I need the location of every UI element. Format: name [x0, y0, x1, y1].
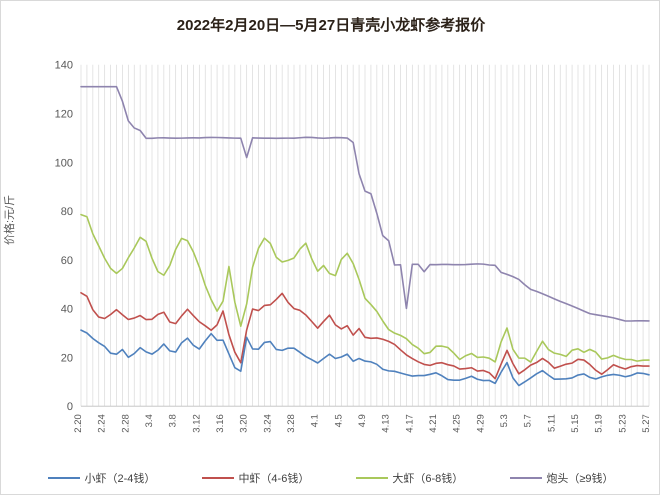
- svg-text:2.24: 2.24: [97, 414, 108, 433]
- svg-text:4.17: 4.17: [404, 414, 415, 433]
- svg-text:4.13: 4.13: [381, 414, 392, 433]
- svg-text:4.25: 4.25: [452, 414, 463, 433]
- svg-text:80: 80: [61, 206, 73, 218]
- svg-text:3.24: 3.24: [262, 414, 273, 433]
- svg-text:2.28: 2.28: [120, 414, 131, 433]
- svg-text:5.7: 5.7: [523, 414, 534, 427]
- svg-text:3.8: 3.8: [168, 414, 179, 427]
- svg-text:3.12: 3.12: [191, 414, 202, 433]
- svg-text:100: 100: [55, 157, 73, 169]
- svg-text:140: 140: [55, 60, 73, 72]
- svg-text:4.1: 4.1: [310, 414, 321, 427]
- svg-text:0: 0: [67, 401, 73, 413]
- svg-text:4.29: 4.29: [475, 414, 486, 433]
- svg-text:5.23: 5.23: [617, 414, 628, 433]
- svg-text:5.27: 5.27: [641, 414, 652, 433]
- svg-text:60: 60: [61, 255, 73, 267]
- svg-text:4.9: 4.9: [357, 414, 368, 427]
- svg-text:120: 120: [55, 108, 73, 120]
- svg-text:4.21: 4.21: [428, 414, 439, 433]
- svg-text:3.16: 3.16: [215, 414, 226, 433]
- svg-text:4.5: 4.5: [333, 414, 344, 427]
- svg-text:3.4: 3.4: [144, 414, 155, 427]
- svg-text:2.20: 2.20: [73, 414, 84, 433]
- svg-text:3.28: 3.28: [286, 414, 297, 433]
- svg-text:5.19: 5.19: [594, 414, 605, 433]
- svg-text:5.3: 5.3: [499, 414, 510, 427]
- svg-text:5.11: 5.11: [546, 414, 557, 432]
- svg-text:20: 20: [61, 352, 73, 364]
- svg-text:5.15: 5.15: [570, 414, 581, 433]
- svg-text:3.20: 3.20: [239, 414, 250, 433]
- svg-text:40: 40: [61, 304, 73, 316]
